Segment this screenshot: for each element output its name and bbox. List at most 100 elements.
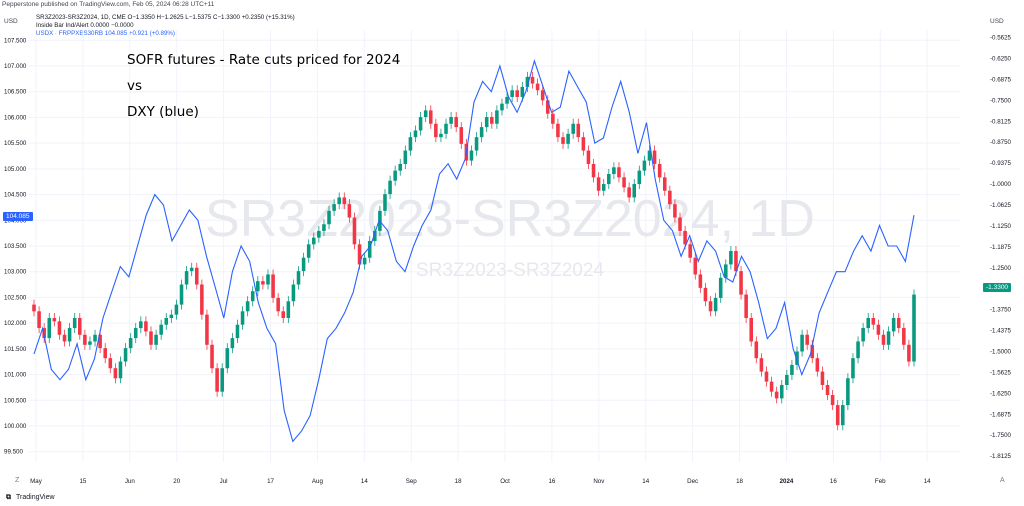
candle-body [535, 83, 540, 91]
candle-body [240, 311, 245, 325]
candle-body [729, 251, 733, 265]
candle-body [902, 328, 906, 345]
candle-body [556, 123, 560, 138]
candle-body [754, 341, 759, 359]
candle-body [490, 117, 494, 124]
candle-body [52, 318, 57, 322]
candle-body [57, 321, 62, 335]
candle-body [454, 117, 458, 128]
candle-body [805, 334, 809, 345]
price-chart[interactable]: SR3Z2023-SR3Z2024, 1D SR3Z2023-SR3Z2024 … [0, 0, 1024, 492]
candle-body [785, 374, 789, 385]
candle-body [144, 321, 148, 332]
candle-body [851, 358, 855, 379]
candle-body [896, 318, 901, 329]
time-tick-label: Oct [500, 478, 510, 485]
time-tick-label: Feb [875, 478, 886, 485]
annotation-title: SOFR futures - Rate cuts priced for 2024 [127, 52, 401, 68]
time-tick-label: Jul [220, 478, 228, 485]
candle-body [373, 230, 377, 241]
candle-body [281, 311, 286, 318]
candle-body [72, 318, 77, 329]
time-tick-label: Sep [406, 478, 418, 485]
right-axis-ticks: -0.5625 -0.6250 -0.6875 -0.7500 -0.8125 -0.87… [990, 35, 1012, 461]
right-tick-label: -1.1875 [990, 244, 1012, 251]
zoom-button[interactable]: Z [15, 477, 20, 484]
candle-body [108, 358, 113, 369]
time-tick-label: Jun [125, 478, 136, 485]
watermark-big: SR3Z2023-SR3Z2024, 1D [205, 190, 815, 248]
candle-body [428, 110, 433, 124]
candle-body [800, 334, 804, 352]
candle-body [525, 76, 530, 87]
candle-body [83, 334, 87, 345]
candle-body [912, 294, 916, 362]
candle-body [907, 344, 911, 362]
candle-body [561, 137, 565, 144]
candle-body [306, 244, 311, 258]
candle-body [601, 184, 606, 191]
candle-body [418, 117, 423, 131]
candle-body [67, 328, 72, 342]
candle-body [189, 267, 194, 272]
candle-body [815, 358, 820, 372]
candle-body [825, 384, 830, 396]
time-tick-label: 14 [924, 478, 931, 485]
candle-body [367, 240, 372, 258]
candle-body [235, 324, 240, 339]
candle-body [881, 334, 886, 345]
candle-body [662, 177, 667, 191]
auto-scale-button[interactable]: A [1000, 477, 1005, 484]
candle-body [388, 180, 392, 195]
candle-body [103, 348, 107, 359]
right-axis-unit: USD [990, 18, 1004, 25]
candle-body [861, 328, 865, 342]
candle-body [474, 137, 479, 151]
tradingview-logo-icon: ⧉ [6, 494, 11, 501]
symbol-legend-line[interactable]: SR3Z2023-SR3Z2024, 1D, CME O−1.3350 H−1.… [36, 14, 295, 21]
candle-body [830, 395, 835, 406]
candle-body [642, 160, 647, 171]
candle-body [149, 331, 153, 345]
candle-body [668, 190, 672, 205]
candle-body [891, 318, 896, 332]
dxy-price-badge: 104.085 [3, 212, 33, 221]
right-tick-label: -1.5000 [990, 348, 1012, 355]
candle-body [362, 257, 367, 265]
candle-body [591, 163, 596, 178]
candle-body [133, 328, 138, 339]
candle-body [652, 150, 657, 164]
candle-body [530, 76, 535, 84]
compare-legend-line[interactable]: USDX · FRPPXBS30RB 104.085 +0.921 (+0.89… [36, 30, 175, 37]
left-tick-label: 105.000 [4, 166, 27, 173]
time-tick-label: 16 [548, 478, 555, 485]
time-tick-label: 14 [361, 478, 368, 485]
candle-body [484, 117, 489, 128]
left-tick-label: 105.500 [4, 140, 27, 147]
candle-body [718, 277, 723, 298]
candle-body [98, 334, 102, 349]
candle-body [886, 331, 891, 345]
indicator-legend-line[interactable]: Inside Bar Ind/Alert 0.0000 −0.0000 [36, 22, 134, 29]
brand-label: TradingView [16, 494, 55, 501]
right-tick-label: -1.6875 [990, 411, 1012, 418]
candle-body [276, 297, 280, 312]
left-tick-label: 107.500 [4, 37, 27, 44]
candle-body [713, 297, 718, 312]
candle-body [841, 405, 845, 426]
annotation-dxy: DXY (blue) [127, 104, 199, 120]
candle-body [408, 137, 413, 151]
time-tick-label: 14 [642, 478, 649, 485]
candle-body [510, 90, 514, 97]
candle-body [352, 217, 357, 245]
candle-body [220, 368, 224, 392]
left-tick-label: 100.000 [4, 423, 27, 430]
left-tick-label: 104.500 [4, 192, 27, 199]
candle-body [764, 371, 769, 382]
left-axis-ticks: 107.500 107.000 106.500 106.000 105.500 105.0… [4, 37, 27, 455]
candle-body [439, 133, 443, 138]
candle-body [413, 130, 418, 138]
candle-body [256, 281, 260, 292]
candle-body [230, 338, 235, 349]
watermark-small: SR3Z2023-SR3Z2024 [416, 260, 604, 281]
